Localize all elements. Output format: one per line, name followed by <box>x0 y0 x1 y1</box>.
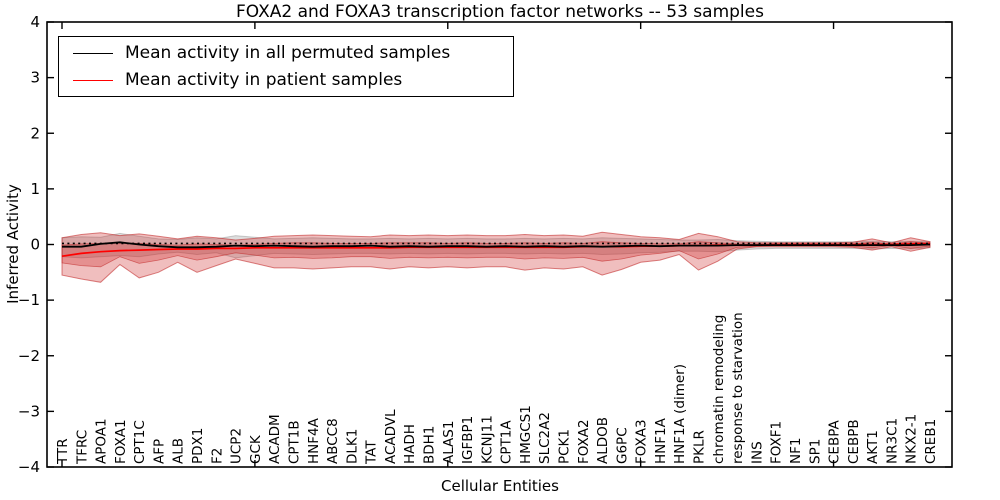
legend-label: Mean activity in all permuted samples <box>125 43 451 63</box>
x-tick-label: response to starvation <box>730 312 746 464</box>
x-tick-label: CPT1C <box>132 420 148 464</box>
x-tick-label: GCK <box>248 434 264 464</box>
x-tick-label: TTR <box>55 438 71 465</box>
x-tick-label: HMGCS1 <box>518 405 534 464</box>
x-tick-label: ACADM <box>267 414 283 464</box>
x-tick-label: FOXA3 <box>634 419 650 464</box>
x-tick-label: IGFBP1 <box>460 416 476 464</box>
x-tick-label: CPT1A <box>499 420 515 464</box>
chart-title: FOXA2 and FOXA3 transcription factor net… <box>236 2 764 22</box>
legend-label: Mean activity in patient samples <box>125 70 403 90</box>
x-tick-label: CEBPB <box>846 419 862 464</box>
x-tick-label: CPT1B <box>286 420 302 464</box>
x-tick-label: G6PC <box>614 427 630 464</box>
x-tick-label: HADH <box>402 424 418 464</box>
x-tick-label: KCNJ11 <box>479 415 495 464</box>
x-tick-label: DLK1 <box>344 429 360 464</box>
y-tick-label: 4 <box>30 13 40 31</box>
y-tick-label: 2 <box>30 124 40 142</box>
y-tick-label: 1 <box>30 180 40 198</box>
y-tick-label: −4 <box>18 458 40 476</box>
x-tick-label: F2 <box>209 448 225 464</box>
x-tick-label: ABCC8 <box>325 418 341 464</box>
x-axis-label: Cellular Entities <box>441 477 559 495</box>
permuted-mean-line <box>62 241 931 249</box>
x-tick-label: HNF1A (dimer) <box>672 364 688 464</box>
x-tick-label: BDH1 <box>421 426 437 464</box>
legend-item-permuted: Mean activity in all permuted samples <box>59 40 513 66</box>
x-tick-label: AKT1 <box>865 430 881 464</box>
x-tick-label: FOXA2 <box>576 419 592 464</box>
x-tick-label: ACADVL <box>383 409 399 464</box>
x-tick-label: UCP2 <box>229 428 245 464</box>
x-tick-label: SLC2A2 <box>537 412 553 464</box>
x-tick-label: chromatin remodeling <box>711 315 727 464</box>
x-tick-label: ALAS1 <box>441 421 457 464</box>
x-tick-label: HNF4A <box>306 417 322 464</box>
legend-box: Mean activity in all permuted samples Me… <box>58 36 514 97</box>
x-tick-label: PKLR <box>692 430 708 464</box>
x-tick-label: NKX2-1 <box>904 414 920 464</box>
y-tick-label: −2 <box>18 347 40 365</box>
y-axis-label: Inferred Activity <box>4 184 22 304</box>
x-tick-label: INS <box>749 441 765 464</box>
y-tick-label: 3 <box>30 69 40 87</box>
permuted-line-swatch <box>73 52 113 54</box>
y-tick-label: 0 <box>30 236 40 254</box>
x-tick-label: ALDOB <box>595 417 611 464</box>
x-tick-label: SP1 <box>807 439 823 464</box>
patient-line-swatch <box>73 79 113 81</box>
x-tick-label: TAT <box>364 440 380 465</box>
x-tick-label: CEBPA <box>827 420 843 464</box>
x-tick-label: PDX1 <box>190 428 206 464</box>
legend-item-patient: Mean activity in patient samples <box>59 67 513 93</box>
x-tick-label: NR3C1 <box>884 418 900 464</box>
x-tick-label: CREB1 <box>923 419 939 464</box>
x-tick-label: FOXF1 <box>769 421 785 464</box>
x-tick-label: NF1 <box>788 438 804 464</box>
x-tick-label: TFRC <box>74 430 90 465</box>
y-tick-label: −3 <box>18 402 40 420</box>
x-tick-label: AFP <box>151 439 167 464</box>
x-tick-label: FOXA1 <box>113 419 129 464</box>
x-tick-label: ALB <box>171 438 187 464</box>
x-tick-label: HNF1A <box>653 417 669 464</box>
x-tick-label: PCK1 <box>557 429 573 464</box>
y-tick-label: −1 <box>18 291 40 309</box>
x-tick-label: APOA1 <box>94 418 110 464</box>
